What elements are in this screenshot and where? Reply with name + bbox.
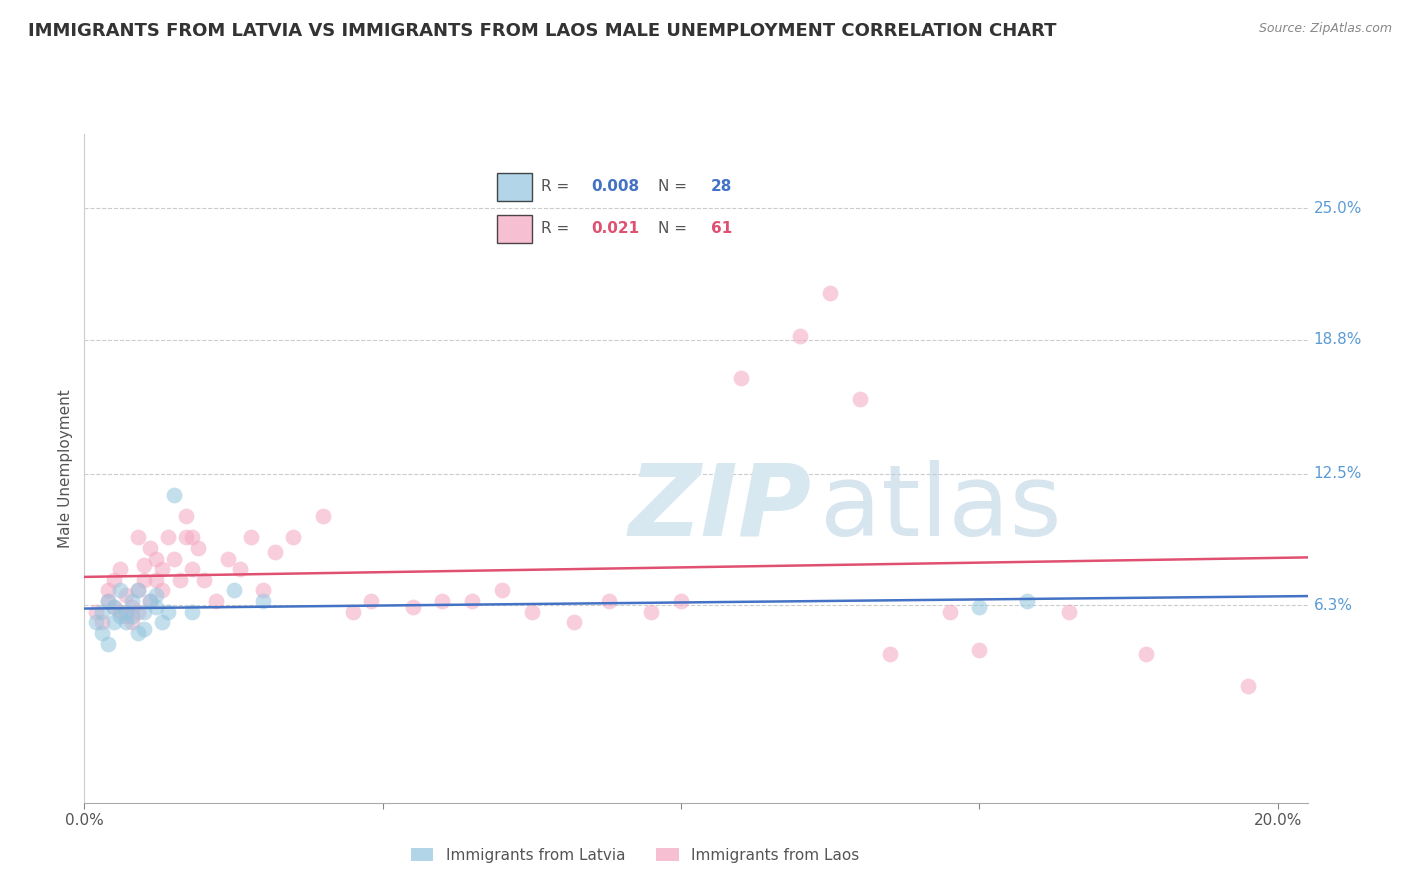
Point: [640, 605, 662, 619]
Text: 18.8%: 18.8%: [1313, 333, 1362, 347]
Point: [97, 594, 120, 608]
Point: [97, 583, 120, 598]
Text: ZIP: ZIP: [628, 460, 811, 557]
Point: [1237, 679, 1260, 693]
Point: [139, 594, 162, 608]
Point: [91, 626, 114, 640]
Point: [145, 600, 167, 615]
Point: [669, 594, 692, 608]
Point: [730, 371, 752, 385]
Point: [312, 509, 335, 524]
Point: [132, 622, 155, 636]
Text: 12.5%: 12.5%: [1313, 467, 1362, 481]
Point: [121, 608, 143, 623]
Point: [127, 583, 149, 598]
Point: [163, 488, 186, 502]
Point: [115, 605, 138, 619]
Point: [127, 583, 149, 598]
Point: [103, 615, 125, 630]
Point: [103, 573, 125, 587]
Text: 6.3%: 6.3%: [1313, 598, 1353, 613]
Point: [156, 605, 179, 619]
Point: [222, 583, 245, 598]
Point: [127, 530, 149, 544]
Point: [789, 328, 811, 343]
Point: [818, 286, 841, 301]
Point: [145, 573, 167, 587]
Point: [97, 594, 120, 608]
Point: [132, 605, 155, 619]
Point: [174, 509, 197, 524]
Point: [491, 583, 513, 598]
Point: [401, 600, 423, 615]
Point: [115, 615, 138, 630]
Point: [97, 636, 120, 650]
Point: [145, 551, 167, 566]
Point: [150, 583, 173, 598]
Point: [169, 573, 191, 587]
Point: [969, 600, 991, 615]
Point: [84, 605, 107, 619]
Text: IMMIGRANTS FROM LATVIA VS IMMIGRANTS FROM LAOS MALE UNEMPLOYMENT CORRELATION CHA: IMMIGRANTS FROM LATVIA VS IMMIGRANTS FRO…: [28, 22, 1057, 40]
Point: [1017, 594, 1039, 608]
Point: [108, 605, 131, 619]
Point: [180, 605, 202, 619]
Point: [139, 594, 162, 608]
Point: [938, 605, 960, 619]
Point: [193, 573, 215, 587]
Point: [108, 562, 131, 576]
Point: [180, 530, 202, 544]
Legend: Immigrants from Latvia, Immigrants from Laos: Immigrants from Latvia, Immigrants from …: [405, 841, 865, 869]
Point: [217, 551, 239, 566]
Point: [204, 594, 226, 608]
Point: [121, 594, 143, 608]
Point: [108, 608, 131, 623]
Point: [121, 600, 143, 615]
Point: [121, 615, 143, 630]
Point: [163, 551, 186, 566]
Point: [1135, 647, 1157, 661]
Point: [180, 562, 202, 576]
Point: [240, 530, 263, 544]
Point: [342, 605, 364, 619]
Point: [132, 573, 155, 587]
Point: [108, 583, 131, 598]
Text: Source: ZipAtlas.com: Source: ZipAtlas.com: [1258, 22, 1392, 36]
Point: [127, 605, 149, 619]
Y-axis label: Male Unemployment: Male Unemployment: [58, 389, 73, 548]
Point: [127, 626, 149, 640]
Point: [520, 605, 543, 619]
Point: [91, 615, 114, 630]
Point: [156, 530, 179, 544]
Point: [103, 600, 125, 615]
Point: [461, 594, 484, 608]
Point: [264, 545, 287, 559]
Point: [598, 594, 620, 608]
Point: [150, 615, 173, 630]
Point: [252, 583, 274, 598]
Point: [84, 615, 107, 630]
Point: [283, 530, 305, 544]
Point: [150, 562, 173, 576]
Point: [174, 530, 197, 544]
Point: [562, 615, 585, 630]
Text: 25.0%: 25.0%: [1313, 201, 1362, 216]
Point: [969, 643, 991, 657]
Point: [91, 605, 114, 619]
Point: [145, 588, 167, 602]
Point: [360, 594, 382, 608]
Point: [103, 600, 125, 615]
Point: [252, 594, 274, 608]
Point: [115, 588, 138, 602]
Point: [139, 541, 162, 555]
Point: [1057, 605, 1080, 619]
Text: atlas: atlas: [820, 460, 1062, 557]
Point: [187, 541, 209, 555]
Point: [228, 562, 250, 576]
Point: [132, 558, 155, 572]
Point: [879, 647, 901, 661]
Point: [849, 392, 872, 407]
Point: [432, 594, 454, 608]
Point: [115, 608, 138, 623]
